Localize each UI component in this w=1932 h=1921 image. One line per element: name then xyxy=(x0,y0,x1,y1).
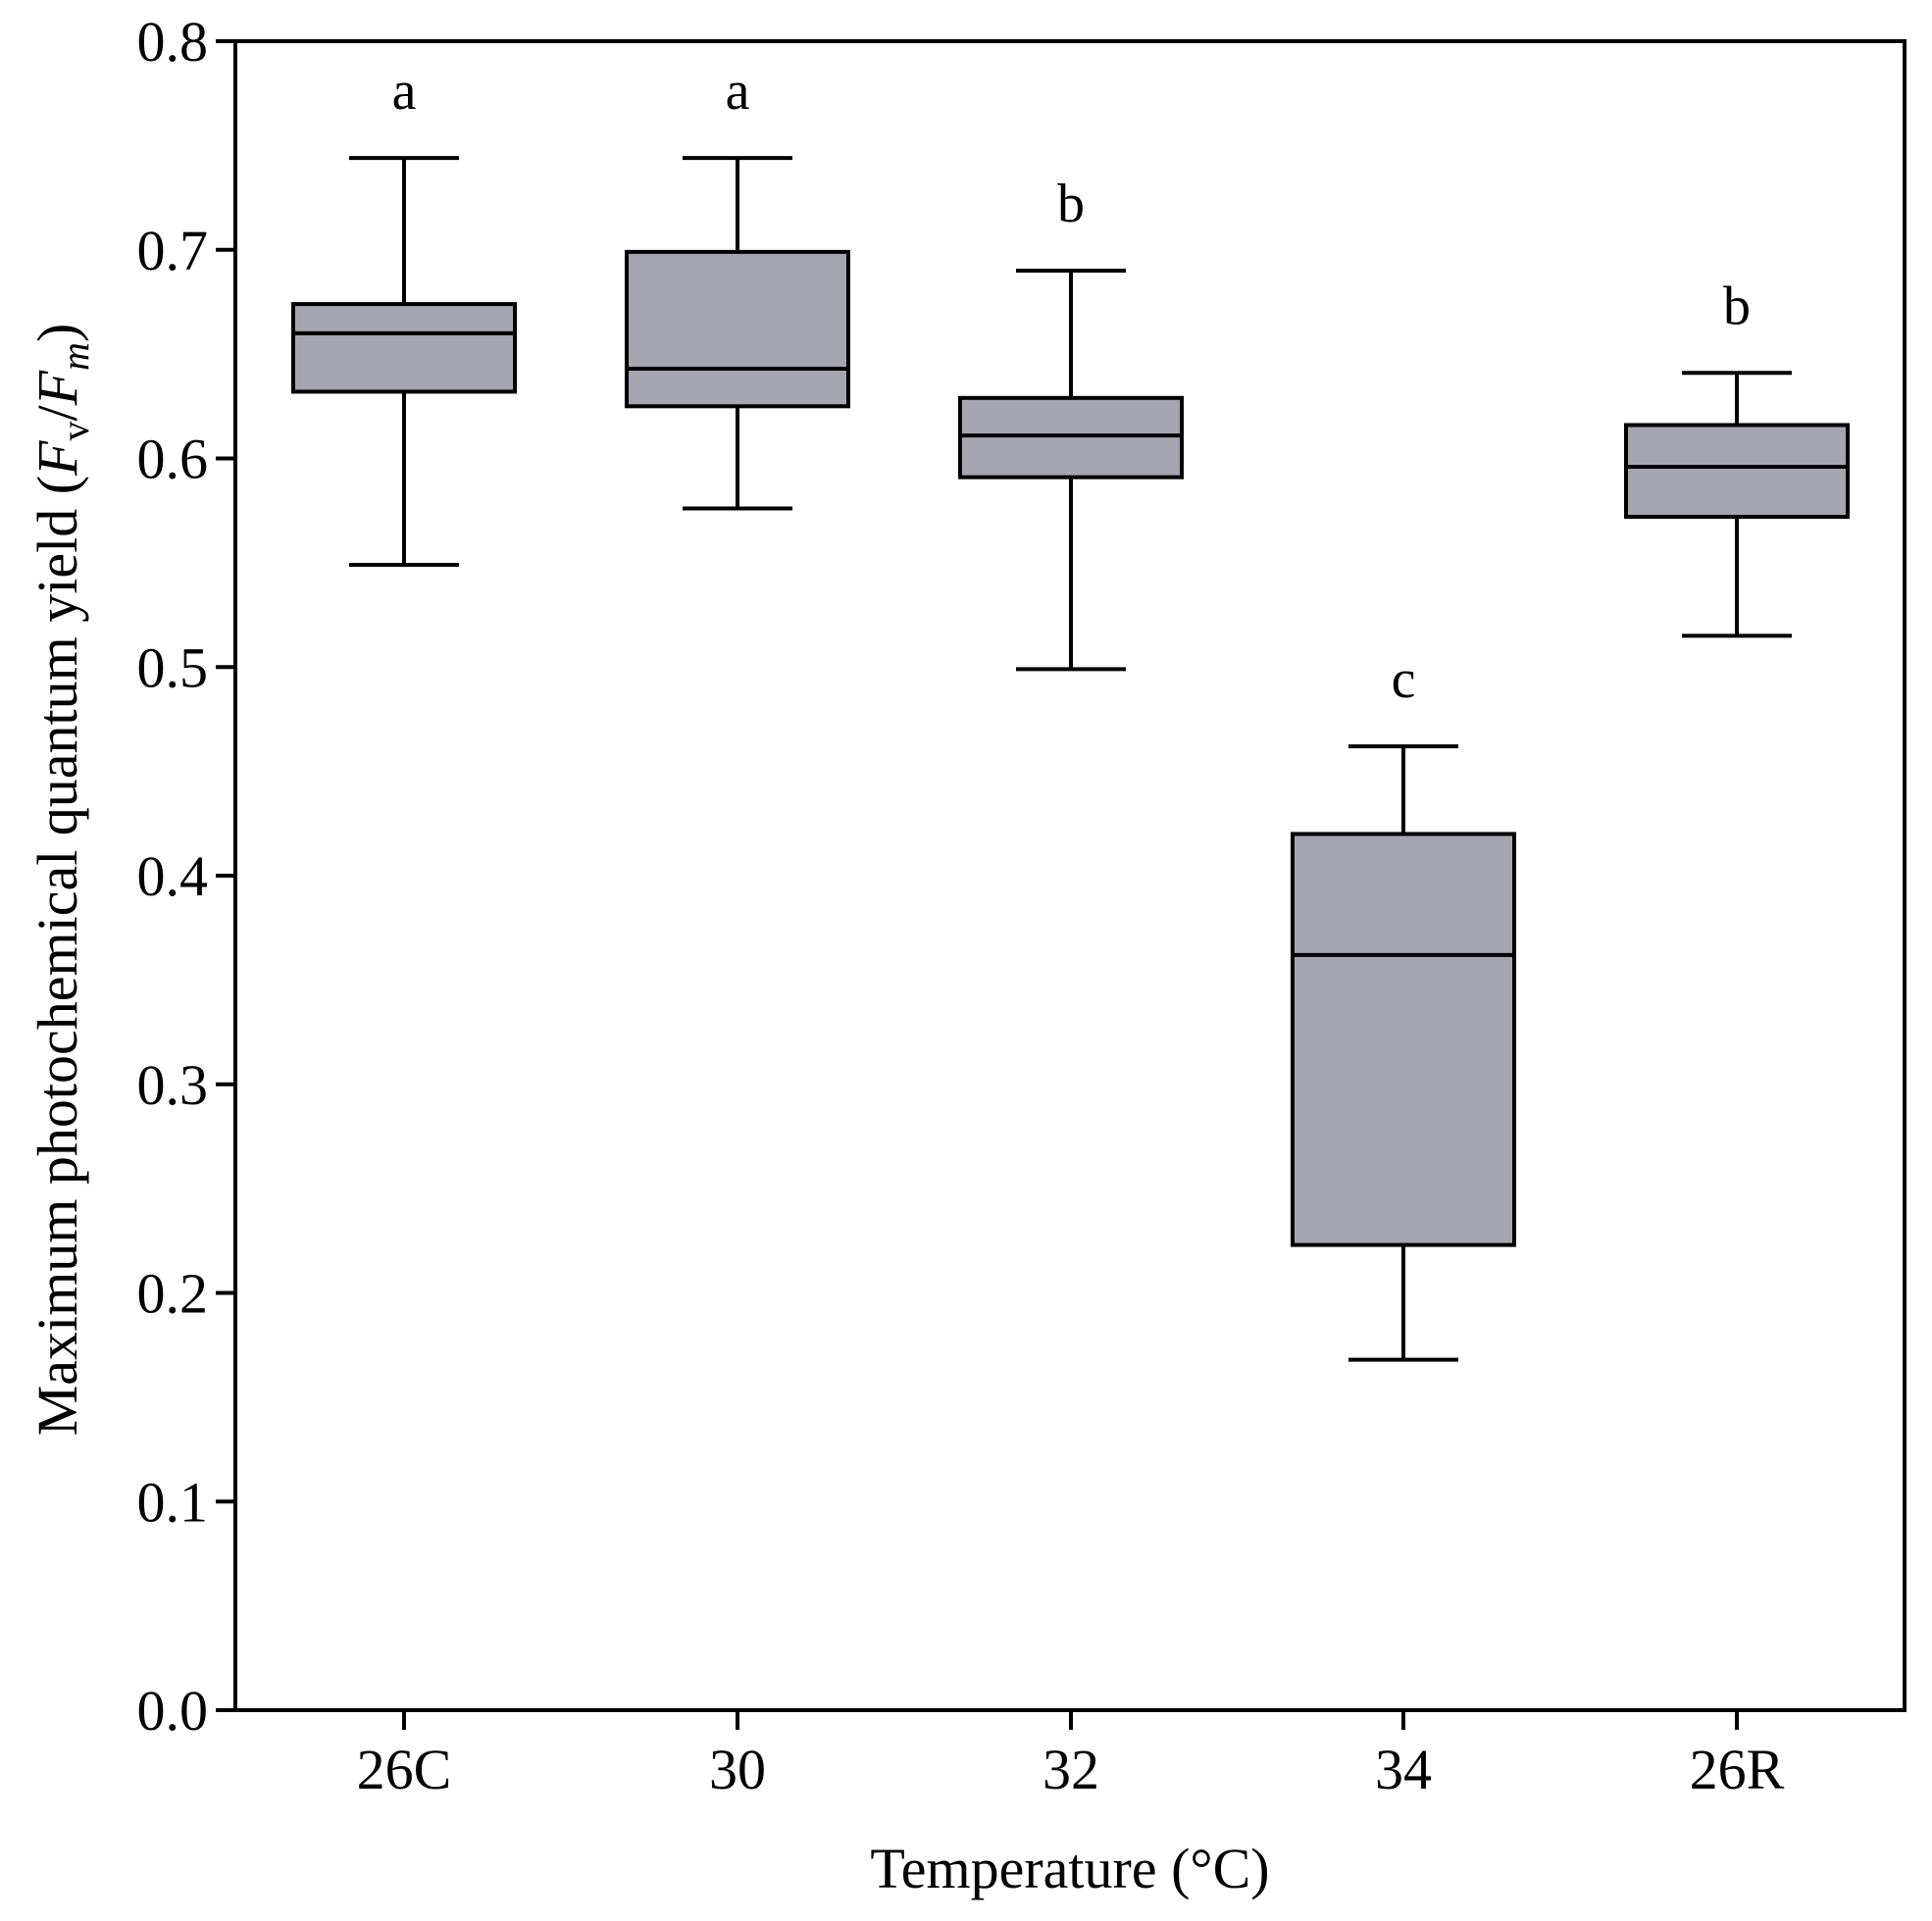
y-tick-label: 0.6 xyxy=(137,428,209,491)
y-tick-label: 0.5 xyxy=(137,635,209,699)
y-axis-title-slash: / xyxy=(25,404,89,421)
y-axis-title-sub2: m xyxy=(53,342,97,371)
x-axis-ticks: 26C 30 32 34 26R xyxy=(357,1710,1785,1801)
x-tick-label: 30 xyxy=(709,1738,766,1801)
y-tick-label: 0.4 xyxy=(137,844,209,908)
y-tick-label: 0.0 xyxy=(137,1679,209,1743)
x-tick-label: 26R xyxy=(1690,1738,1785,1801)
significance-letter: b xyxy=(1057,174,1085,234)
significance-letter: c xyxy=(1392,649,1416,710)
y-axis-title-suffix: ) xyxy=(25,324,89,342)
y-tick-label: 0.2 xyxy=(137,1262,209,1326)
y-tick-label: 0.1 xyxy=(137,1470,209,1534)
y-axis-title-prefix: Maximum photochemical quantum yield ( xyxy=(25,476,89,1436)
box-series: a a b c b xyxy=(291,61,1850,1362)
x-tick-label: 32 xyxy=(1042,1738,1099,1801)
y-tick-label: 0.8 xyxy=(137,10,209,74)
y-axis-title: Maximum photochemical quantum yield (Fv/… xyxy=(25,324,97,1437)
box-group-32: b xyxy=(958,174,1184,672)
interquartile-box xyxy=(958,395,1184,480)
significance-letter: a xyxy=(392,61,417,122)
interquartile-box xyxy=(1624,423,1850,520)
significance-letter: b xyxy=(1723,276,1751,336)
box-group-34: c xyxy=(1291,649,1516,1362)
x-tick-label: 26C xyxy=(357,1738,452,1801)
interquartile-box xyxy=(1291,832,1516,1247)
box-group-30: a xyxy=(625,61,850,511)
interquartile-box xyxy=(291,302,517,394)
y-axis-title-f2: F xyxy=(25,370,89,406)
y-tick-label: 0.7 xyxy=(137,219,209,282)
y-axis-title-f1: F xyxy=(25,440,89,477)
x-axis-title: Temperature (°C) xyxy=(870,1837,1269,1900)
significance-letter: a xyxy=(726,61,750,122)
box-group-26r: b xyxy=(1624,276,1850,638)
y-axis-ticks: 0.0 0.1 0.2 0.3 0.4 0.5 0.6 0.7 0.8 xyxy=(137,10,235,1743)
interquartile-box xyxy=(625,249,850,409)
box-group-26c: a xyxy=(291,61,517,568)
x-tick-label: 34 xyxy=(1375,1738,1432,1801)
y-axis-title-sub1: v xyxy=(53,421,97,440)
y-tick-label: 0.3 xyxy=(137,1053,209,1117)
